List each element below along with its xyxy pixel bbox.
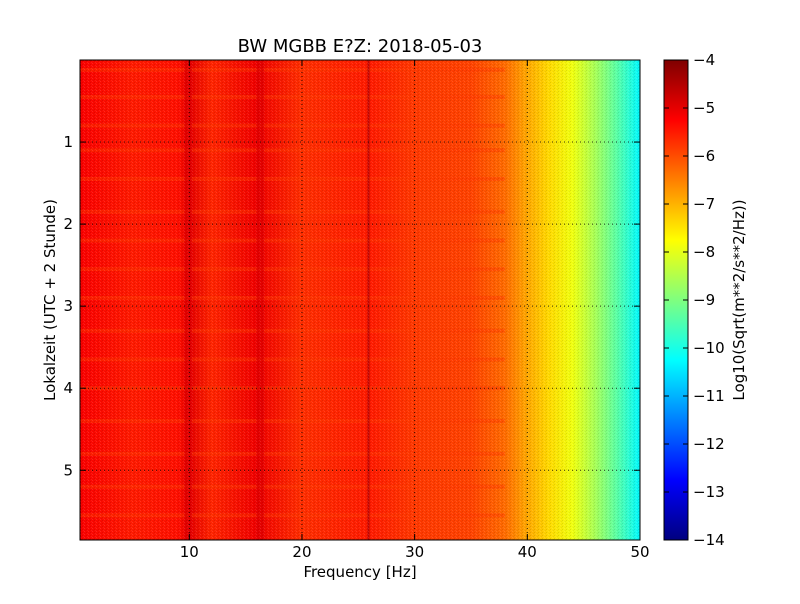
chart-title: BW MGBB E?Z: 2018-05-03 bbox=[238, 36, 483, 57]
colorbar-tick-label: −5 bbox=[693, 99, 715, 117]
x-tick-label: 50 bbox=[630, 543, 649, 561]
plot-area: 10 20 30 40 50 1 2 3 4 5 bbox=[63, 59, 650, 561]
colorbar-tick-label: −13 bbox=[693, 483, 725, 501]
x-axis-ticks: 10 20 30 40 50 bbox=[180, 60, 650, 561]
x-axis-label: Frequency [Hz] bbox=[303, 563, 416, 581]
y-tick-label: 1 bbox=[63, 133, 73, 151]
grid-lines bbox=[80, 60, 640, 540]
x-tick-label: 40 bbox=[518, 543, 537, 561]
y-tick-label: 3 bbox=[63, 297, 73, 315]
colorbar-tick-label: −6 bbox=[693, 147, 715, 165]
colorbar-ticks: −4 −5 −6 −7 −8 −9 −10 −11 −12 −13 −14 bbox=[664, 51, 725, 549]
plot-frame bbox=[79, 59, 641, 541]
colorbar-tick-label: −9 bbox=[693, 291, 715, 309]
colorbar-tick-label: −4 bbox=[693, 51, 715, 69]
colorbar-tick-label: −8 bbox=[693, 243, 715, 261]
colorbar-tick-label: −7 bbox=[693, 195, 715, 213]
x-tick-label: 10 bbox=[180, 543, 199, 561]
x-tick-label: 30 bbox=[405, 543, 424, 561]
colorbar: −4 −5 −6 −7 −8 −9 −10 −11 −12 −13 −14 Log10(Sqrt(m… bbox=[663, 51, 748, 549]
x-tick-label: 20 bbox=[292, 543, 311, 561]
y-axis-ticks: 1 2 3 4 5 bbox=[63, 133, 640, 479]
y-tick-label: 5 bbox=[63, 461, 73, 479]
y-tick-label: 2 bbox=[63, 215, 73, 233]
colorbar-tick-label: −12 bbox=[693, 435, 725, 453]
colorbar-tick-label: −14 bbox=[693, 531, 725, 549]
y-tick-label: 4 bbox=[63, 379, 73, 397]
heatmap-texture bbox=[80, 60, 640, 540]
y-axis-label: Lokalzeit (UTC + 2 Stunde) bbox=[41, 199, 59, 401]
colorbar-label: Log10(Sqrt(m**2/s**2/Hz)) bbox=[730, 199, 748, 400]
colorbar-tick-label: −10 bbox=[693, 339, 725, 357]
colorbar-tick-label: −11 bbox=[693, 387, 725, 405]
